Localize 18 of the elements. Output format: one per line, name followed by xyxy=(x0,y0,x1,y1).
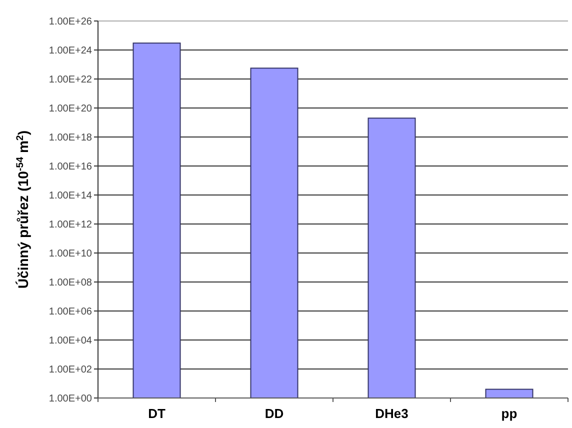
y-tick-label: 1.00E+26 xyxy=(48,16,92,28)
y-tick-label: 1.00E+02 xyxy=(48,364,92,376)
x-tick-label: DHe3 xyxy=(375,406,408,421)
x-tick-label: DT xyxy=(148,406,166,421)
y-tick-label: 1.00E+16 xyxy=(48,162,92,172)
y-tick-label: 1.00E+00 xyxy=(48,394,92,404)
y-tick-label: 1.00E+06 xyxy=(48,306,92,318)
y-tick-label: 1.00E+14 xyxy=(48,190,92,202)
y-tick-label: 1.00E+04 xyxy=(48,336,92,346)
y-tick-label: 1.00E+08 xyxy=(48,278,92,288)
y-tick-label: 1.00E+22 xyxy=(48,74,92,86)
y-tick-label: 1.00E+18 xyxy=(48,132,92,144)
y-tick-label: 1.00E+12 xyxy=(48,220,92,230)
x-tick-label: DD xyxy=(264,406,284,421)
y-tick-label: 1.00E+10 xyxy=(48,248,92,260)
y-tick-label: 1.00E+20 xyxy=(48,104,92,114)
x-tick-label: pp xyxy=(501,406,518,421)
y-tick-label: 1.00E+24 xyxy=(48,46,92,56)
